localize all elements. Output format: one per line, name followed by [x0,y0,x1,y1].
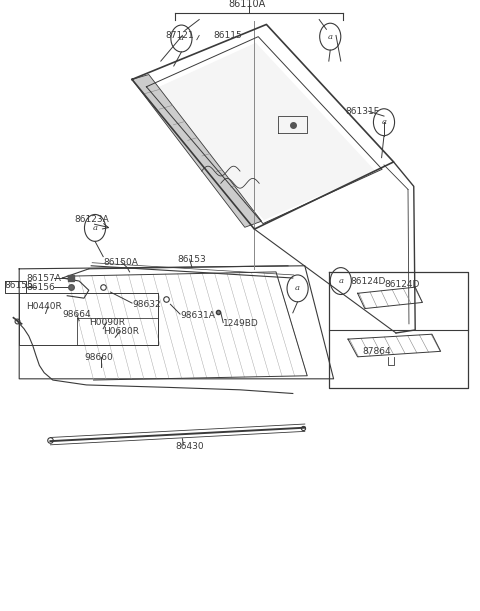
Text: 98631A: 98631A [180,311,215,320]
Text: 1249BD: 1249BD [223,320,259,328]
Text: 87121: 87121 [166,31,194,40]
Text: 98664: 98664 [62,310,91,319]
Text: a: a [93,224,97,232]
Text: a: a [328,32,333,41]
Text: 86153: 86153 [178,255,206,263]
Text: 98632: 98632 [132,300,161,309]
Text: 86157A: 86157A [26,274,61,282]
Polygon shape [151,43,375,220]
Text: a: a [295,284,300,293]
Text: H0440R: H0440R [26,302,62,311]
Text: 86110A: 86110A [228,0,266,9]
Text: 86155: 86155 [5,282,34,290]
Text: 86156: 86156 [26,283,55,291]
Text: 86124D: 86124D [384,280,420,288]
Polygon shape [132,75,262,227]
Text: 86115: 86115 [214,31,242,40]
Text: a: a [338,277,343,285]
Text: 86131F: 86131F [346,107,380,115]
Text: a: a [382,118,386,126]
Text: 86124D: 86124D [350,277,386,285]
Text: 98660: 98660 [84,353,113,362]
Text: 86430: 86430 [175,442,204,450]
Text: 86123A: 86123A [74,216,109,224]
Text: 87864: 87864 [362,348,391,356]
Text: 86150A: 86150A [103,258,138,267]
Text: H0090R: H0090R [89,318,125,327]
Text: H0680R: H0680R [103,327,139,335]
Text: a: a [179,34,184,43]
